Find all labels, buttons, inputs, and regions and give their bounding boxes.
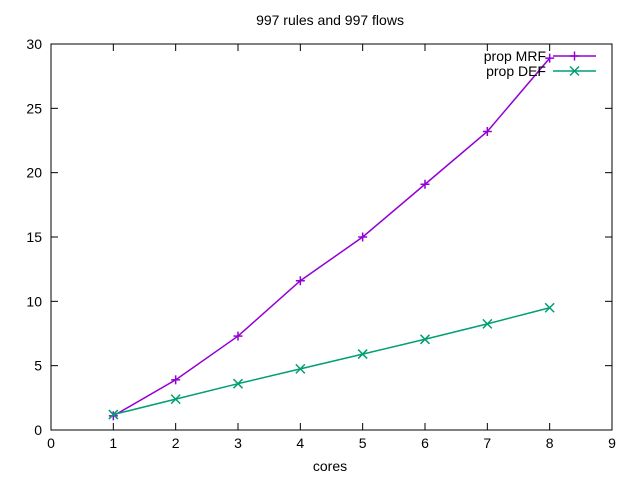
y-tick-label: 25 [26, 100, 42, 116]
legend-label: prop DEF [486, 63, 546, 79]
data-point [108, 409, 119, 420]
series-2 [108, 302, 555, 420]
data-point [357, 349, 368, 360]
data-point [232, 378, 244, 389]
marker-stroke [108, 409, 119, 420]
x-tick-label: 0 [47, 435, 55, 451]
x-tick-label: 9 [608, 435, 616, 451]
data-point [233, 331, 243, 341]
series-line [113, 307, 550, 416]
data-point [170, 394, 181, 405]
data-point [295, 276, 305, 286]
series-line [112, 57, 551, 417]
data-point [171, 375, 181, 385]
legend-marker [570, 51, 579, 61]
x-tick-label: 5 [359, 435, 367, 451]
axes: 0 1 2 3 4 5 6 7 8 9 0 5 10 15 20 25 30 [26, 36, 616, 451]
x-tick-label: 1 [109, 435, 117, 451]
data-point [482, 126, 492, 136]
y-tick-label: 30 [26, 36, 42, 52]
marker-stroke [357, 349, 368, 360]
data-point [420, 179, 430, 189]
legend-label: prop MRF [484, 48, 546, 64]
x-tick-label: 2 [172, 435, 180, 451]
x-tick-label: 8 [546, 435, 554, 451]
data-point [358, 232, 368, 242]
marker-stroke [170, 394, 181, 405]
data-point [545, 53, 555, 63]
data-point [295, 363, 306, 374]
data-point [482, 318, 493, 329]
data-point [419, 334, 431, 345]
marker-stroke [419, 334, 431, 345]
y-tick-label: 20 [26, 165, 42, 181]
legend-marker [569, 65, 580, 77]
x-tick-label: 4 [296, 435, 304, 451]
series-1 [108, 53, 555, 421]
y-tick-label: 10 [26, 293, 42, 309]
data-point [544, 302, 555, 313]
marker-stroke [232, 378, 244, 389]
chart-title: 997 rules and 997 flows [256, 12, 404, 28]
marker-stroke [482, 318, 493, 329]
y-tick-label: 0 [34, 422, 42, 438]
y-tick-label: 5 [34, 358, 42, 374]
x-tick-label: 6 [421, 435, 429, 451]
series-layer [108, 53, 555, 421]
marker-stroke [569, 65, 580, 77]
marker-stroke [544, 302, 555, 313]
x-tick-label: 3 [234, 435, 242, 451]
data-point [108, 411, 118, 421]
y-tick-label: 15 [26, 229, 42, 245]
legend-item-2: prop DEF [486, 63, 596, 79]
x-axis-label: cores [313, 458, 347, 474]
legend-item-1: prop MRF [484, 48, 596, 64]
x-tick-label: 7 [483, 435, 491, 451]
marker-stroke [295, 363, 306, 374]
